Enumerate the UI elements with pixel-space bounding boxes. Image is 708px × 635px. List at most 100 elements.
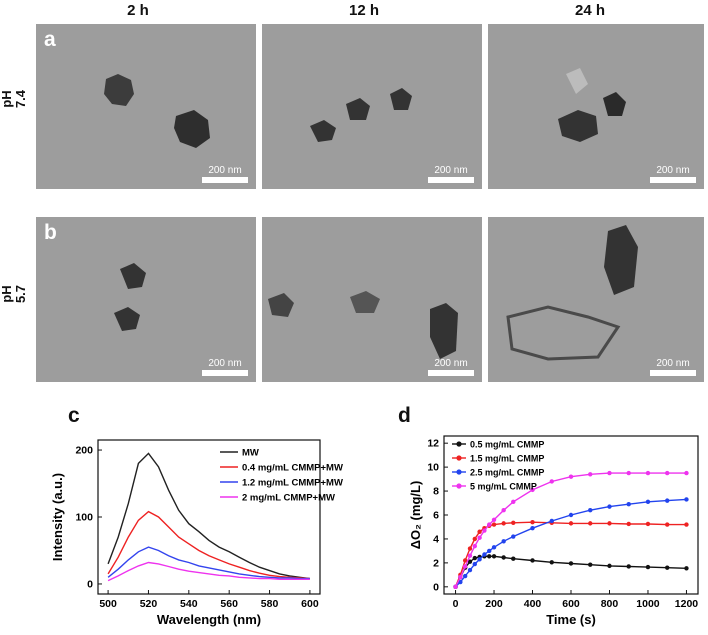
scale-bar: 200 nm: [202, 358, 248, 376]
y-tick-label: 6: [433, 510, 439, 522]
row-label-ph-value: 7.4: [13, 89, 28, 109]
data-point: [467, 559, 473, 564]
particle-cluster: [310, 88, 412, 142]
x-tick-label: 0: [453, 598, 459, 610]
data-point: [482, 552, 487, 557]
data-point: [491, 545, 497, 550]
column-header-24h: 24 h: [574, 2, 605, 19]
data-point: [568, 474, 574, 479]
x-tick-label: 1000: [636, 598, 660, 610]
scale-bar: 200 nm: [650, 165, 696, 183]
x-tick-label: 560: [220, 598, 238, 610]
tem-image-ph5-7-2h: b 200 nm: [36, 217, 256, 382]
data-point: [607, 504, 612, 509]
row-label-ph: pH: [0, 90, 14, 108]
data-point: [487, 522, 492, 527]
y-tick-label: 8: [433, 486, 439, 498]
data-point: [501, 508, 506, 513]
data-point: [501, 555, 506, 560]
data-point: [472, 536, 477, 542]
panel-letter-c: c: [68, 404, 80, 427]
row-label-ph-value: 5.7: [13, 284, 28, 304]
tem-image-ph7-4-12h: 200 nm: [262, 24, 482, 189]
data-point: [477, 557, 482, 562]
data-point: [487, 548, 492, 554]
data-point: [684, 566, 689, 571]
series-line: [455, 498, 687, 588]
y-tick-label: 200: [75, 445, 93, 457]
data-point: [511, 534, 516, 539]
data-point: [588, 472, 593, 477]
data-point: [588, 562, 593, 567]
row-label-ph: pH: [0, 285, 14, 303]
data-point: [665, 498, 670, 503]
data-point: [568, 512, 574, 518]
legend-label: 1.2 mg/mL CMMP+MW: [242, 478, 343, 489]
data-point: [453, 584, 458, 590]
scale-bar: 200 nm: [428, 358, 474, 376]
scale-bar: 200 nm: [202, 165, 248, 183]
data-point: [472, 561, 477, 567]
x-tick-label: 800: [601, 598, 619, 610]
row-label-ph-7-4: pH 7.4: [0, 79, 28, 119]
series-line: [107, 452, 310, 580]
data-point: [645, 521, 651, 527]
data-point: [491, 522, 497, 527]
emission-spectrum-chart: 500 520 540 560 580 600 0 100 200 Wavelength (nm)…: [50, 439, 343, 627]
data-point: [626, 521, 631, 527]
legend-label: 0.4 mg/mL CMMP+MW: [242, 463, 343, 474]
data-point: [607, 470, 612, 476]
legend-marker: [456, 441, 462, 447]
legend-marker: [456, 455, 462, 461]
particle-cluster: [506, 225, 638, 361]
data-point: [645, 499, 651, 505]
tem-image-ph7-4-2h: a 200 nm: [36, 24, 256, 189]
oxygen-release-chart: 0 200 400 600 800 1000 1200 0 2 4 6 8 10 12 Time (s) ΔO…: [408, 435, 699, 627]
data-point: [665, 565, 670, 570]
x-tick-label: 200: [485, 598, 503, 610]
legend-marker: [456, 469, 462, 475]
x-tick-label: 540: [180, 598, 198, 610]
data-point: [645, 564, 651, 570]
data-point: [549, 560, 554, 565]
series-line: [107, 546, 310, 580]
data-point: [530, 487, 535, 493]
data-point: [511, 520, 516, 525]
x-tick-label: 400: [524, 598, 542, 610]
data-point: [458, 575, 463, 580]
legend-label: 1.5 mg/mL CMMP: [470, 454, 544, 464]
y-tick-label: 0: [87, 578, 93, 590]
data-point: [530, 525, 535, 531]
series-line: [107, 510, 310, 580]
data-point: [462, 573, 468, 579]
data-point: [467, 553, 473, 558]
legend-label: 2 mg/mL CMMP+MW: [242, 493, 335, 504]
particle-cluster: [558, 68, 626, 142]
data-point: [684, 522, 689, 527]
legend-marker: [456, 483, 462, 489]
data-point: [568, 521, 574, 526]
data-point: [607, 521, 612, 526]
data-point: [477, 535, 482, 540]
tem-image-ph7-4-24h: 200 nm: [488, 24, 704, 189]
x-axis-label: Time (s): [546, 612, 596, 627]
data-point: [467, 567, 473, 573]
legend-label: 0.5 mg/mL CMMP: [470, 440, 544, 450]
y-tick-label: 4: [433, 533, 439, 545]
particle-cluster: [268, 291, 458, 359]
data-point: [462, 558, 468, 563]
data-point: [588, 521, 593, 526]
data-point: [549, 518, 554, 524]
data-point: [665, 522, 670, 527]
data-point: [626, 564, 631, 569]
panel-letter-a: a: [44, 28, 56, 51]
column-header-2h: 2 h: [127, 2, 149, 19]
data-point: [568, 561, 574, 566]
x-axis-label: Wavelength (nm): [157, 612, 261, 627]
data-point: [607, 563, 612, 569]
data-point: [511, 499, 516, 505]
data-point: [501, 521, 506, 526]
particle-cluster: [114, 263, 146, 331]
column-header-12h: 12 h: [348, 2, 379, 19]
data-point: [477, 529, 482, 534]
